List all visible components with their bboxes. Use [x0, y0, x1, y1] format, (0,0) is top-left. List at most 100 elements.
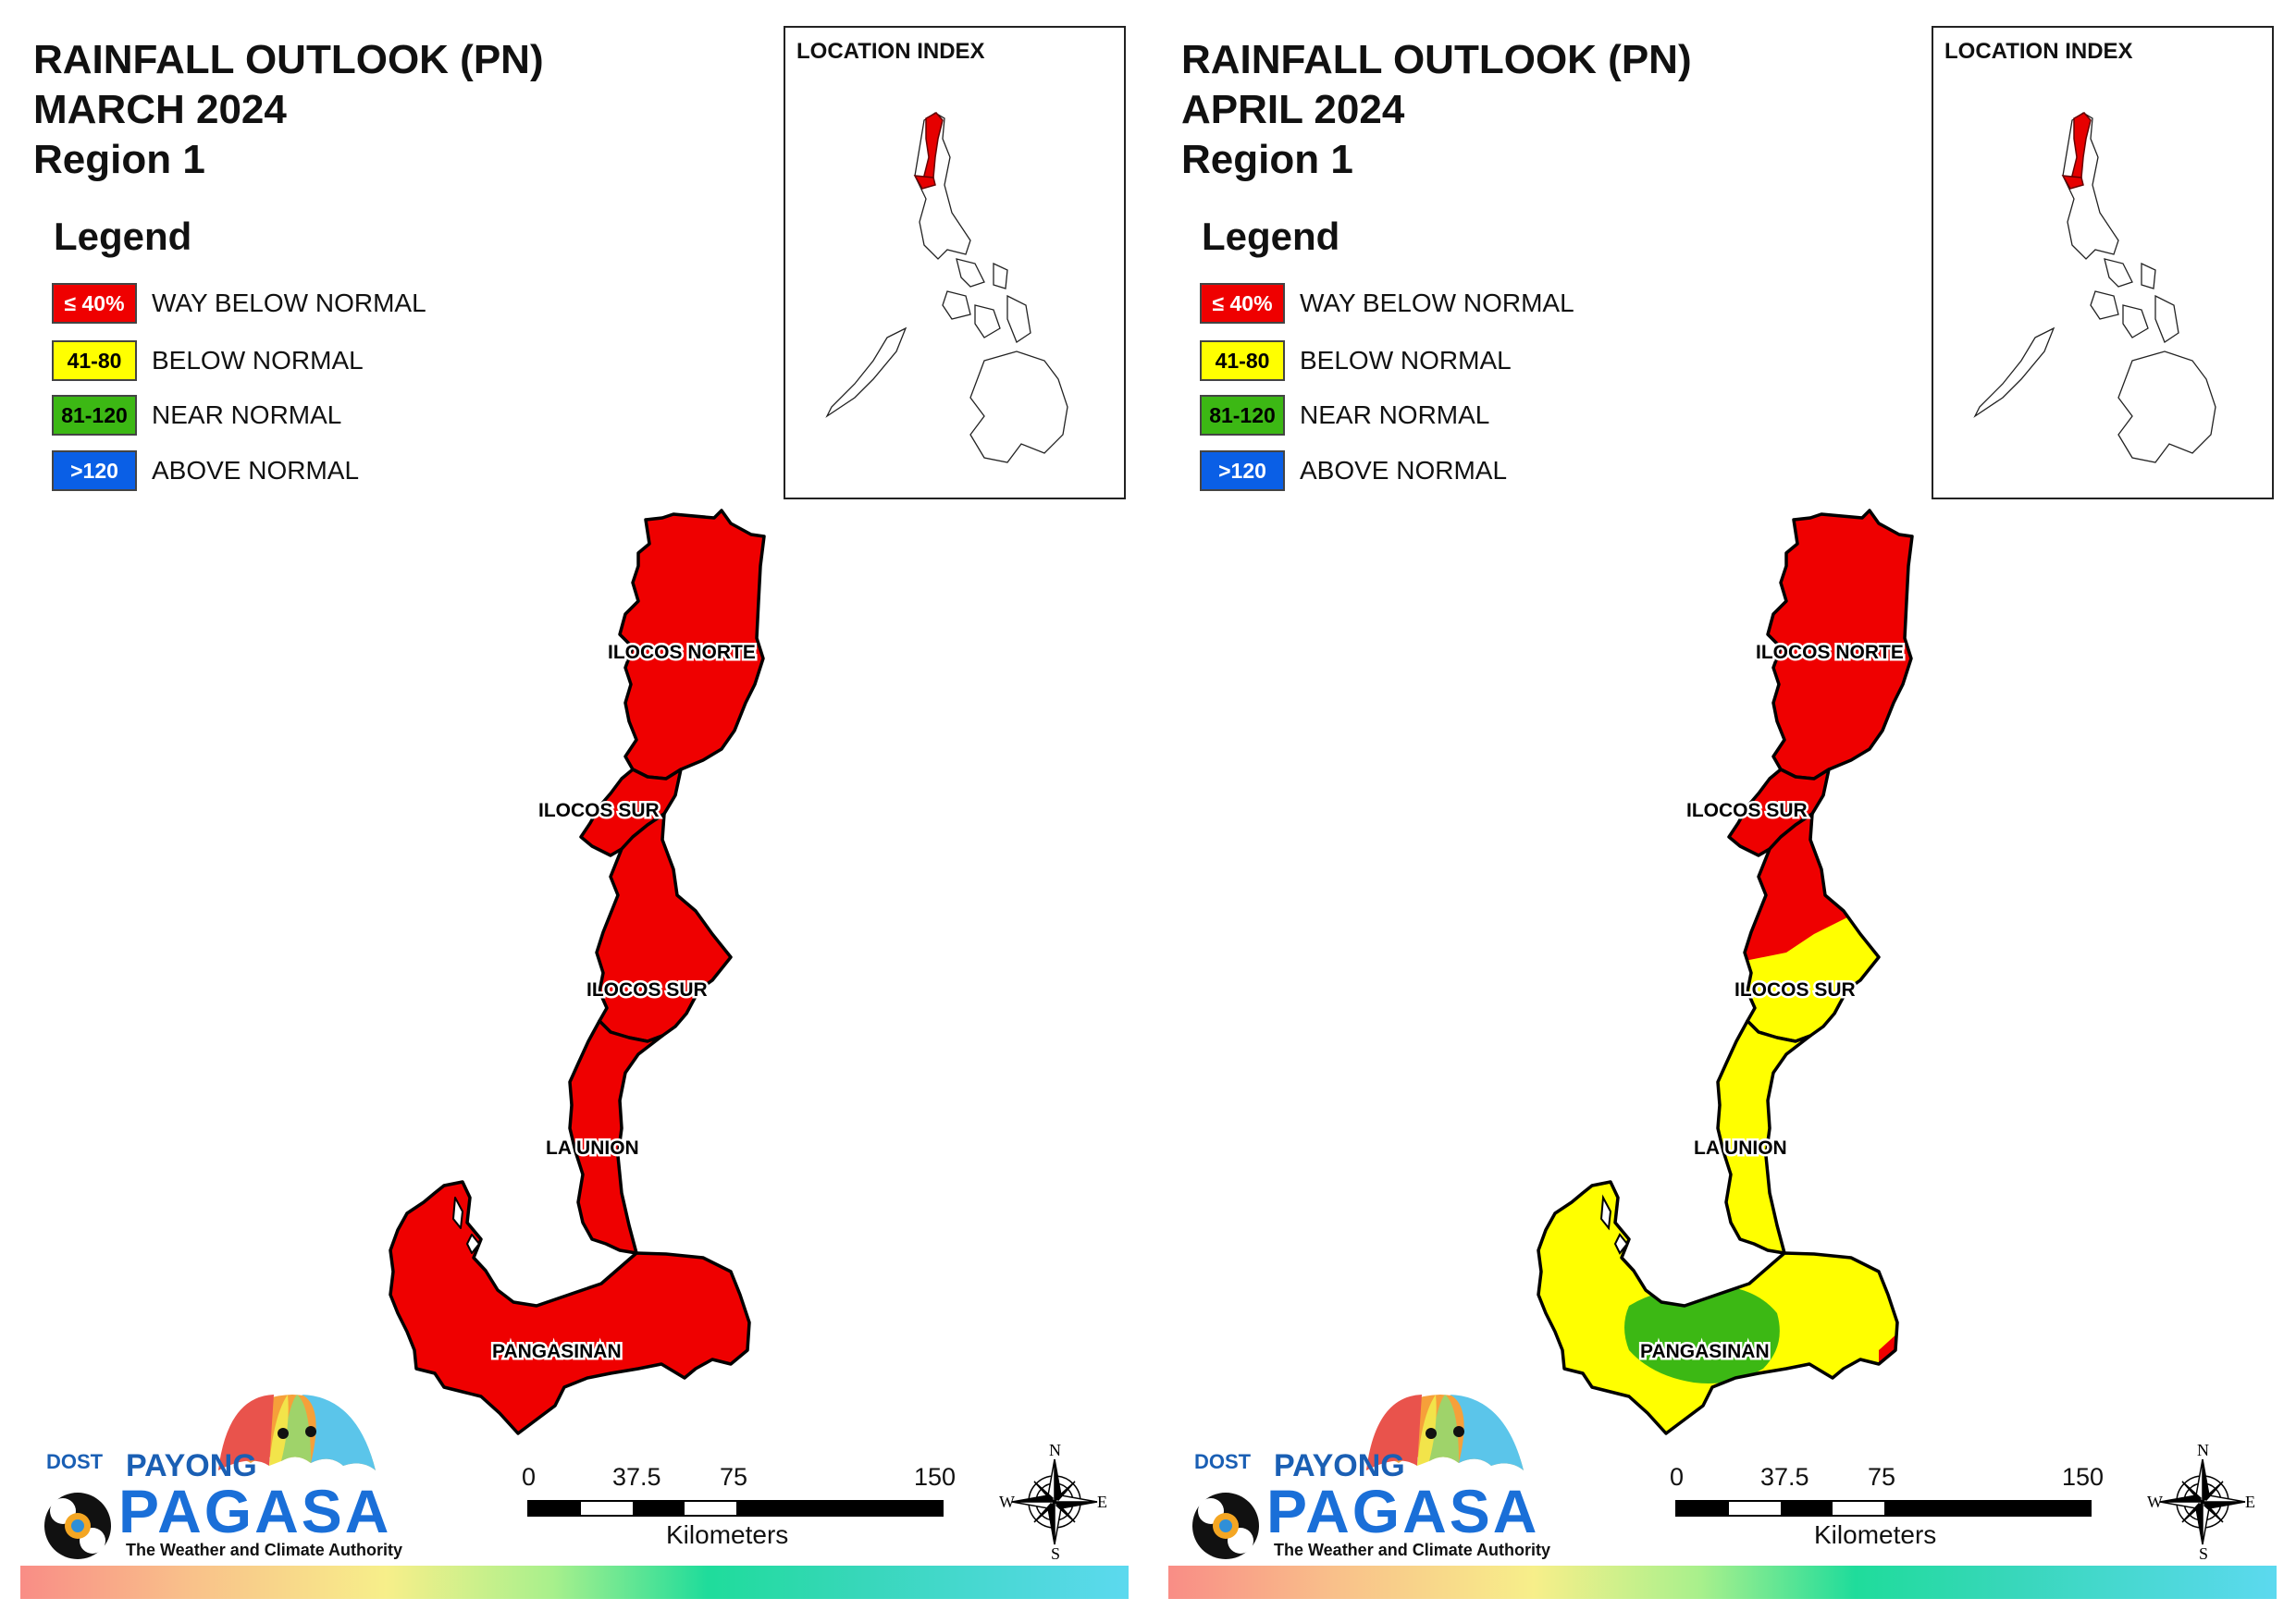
legend-item-way-below-normal: ≤ 40% WAY BELOW NORMAL: [1200, 282, 1574, 325]
province-ilocos-sur-south: [595, 812, 733, 1043]
scale-tick: 0: [1670, 1463, 1685, 1491]
philippines-inset-map: [1973, 112, 2216, 463]
compass-s: S: [2199, 1544, 2209, 1563]
logo-payong: PAYONG: [1274, 1448, 1405, 1483]
scale-tick: 75: [1868, 1463, 1896, 1491]
location-index-title: LOCATION INDEX: [796, 39, 985, 64]
province-label-la-union: LA UNION: [1694, 1137, 1787, 1159]
legend-label: NEAR NORMAL: [152, 400, 342, 429]
legend-swatch: ≤ 40%: [52, 283, 137, 324]
province-label-la-union: LA UNION: [546, 1137, 639, 1159]
compass-w: W: [999, 1493, 1015, 1511]
logo-dost: DOST: [46, 1450, 104, 1473]
province-label-ilocos-sur: ILOCOS SUR: [1734, 979, 1856, 1001]
province-label-ilocos-sur: ILOCOS SUR: [1686, 800, 1808, 821]
legend-swatch: 41-80: [1200, 340, 1285, 381]
scale-unit: Kilometers: [666, 1520, 789, 1549]
region-1-map: ILOCOS NORTE ILOCOS SUR ILOCOS SUR LA UN…: [389, 509, 766, 1435]
province-ilocos-norte: [1766, 509, 1914, 781]
panel-march: RAINFALL OUTLOOK (PN) MARCH 2024 Region …: [20, 26, 1129, 1599]
title-line-1: RAINFALL OUTLOOK (PN): [33, 37, 544, 82]
compass-n: N: [1049, 1441, 1061, 1459]
footer-gradient-bar: [20, 1566, 1129, 1599]
legend-label: NEAR NORMAL: [1300, 400, 1490, 429]
province-label-pangasinan: PANGASINAN: [1640, 1341, 1770, 1362]
footer-gradient-bar: [1168, 1566, 2277, 1599]
province-ilocos-sur-south: [1743, 812, 1881, 1043]
legend-label: ABOVE NORMAL: [1300, 456, 1508, 485]
compass-s: S: [1051, 1544, 1061, 1563]
legend-label: WAY BELOW NORMAL: [1300, 289, 1574, 317]
legend-swatch: >120: [52, 450, 137, 491]
legend-item-below-normal: 41-80 BELOW NORMAL: [1200, 339, 1512, 382]
compass-n: N: [2197, 1441, 2209, 1459]
compass-e: E: [2245, 1493, 2255, 1511]
logo-payong: PAYONG: [126, 1448, 257, 1483]
title-line-1: RAINFALL OUTLOOK (PN): [1181, 37, 1692, 82]
location-index-title: LOCATION INDEX: [1944, 39, 2133, 64]
umbrella-icon: [44, 1395, 376, 1559]
logo-tagline: The Weather and Climate Authority: [1274, 1541, 1551, 1559]
legend-label: BELOW NORMAL: [1300, 346, 1512, 375]
province-label-ilocos-norte: ILOCOS NORTE: [608, 642, 756, 663]
province-label-ilocos-sur: ILOCOS SUR: [586, 979, 708, 1001]
scale-tick: 37.5: [612, 1463, 661, 1491]
title-line-2: MARCH 2024: [33, 87, 287, 132]
legend-label: WAY BELOW NORMAL: [152, 289, 426, 317]
legend-label: BELOW NORMAL: [152, 346, 364, 375]
logo-tagline: The Weather and Climate Authority: [126, 1541, 403, 1559]
legend-swatch: >120: [1200, 450, 1285, 491]
scale-unit: Kilometers: [1814, 1520, 1937, 1549]
compass-icon: N S E W: [2147, 1441, 2258, 1563]
map-title: RAINFALL OUTLOOK (PN) APRIL 2024 Region …: [1181, 35, 1692, 185]
scale-tick: 75: [720, 1463, 748, 1491]
legend-item-above-normal: >120 ABOVE NORMAL: [1200, 449, 1507, 492]
philippines-inset-map: [825, 112, 1068, 463]
compass-e: E: [1097, 1493, 1107, 1511]
province-ilocos-norte: [618, 509, 766, 781]
logo-pagasa: PAGASA: [1266, 1477, 1540, 1545]
logo-dost: DOST: [1194, 1450, 1252, 1473]
province-label-ilocos-sur: ILOCOS SUR: [538, 800, 660, 821]
legend-swatch: 81-120: [1200, 395, 1285, 436]
legend-swatch: ≤ 40%: [1200, 283, 1285, 324]
map-title: RAINFALL OUTLOOK (PN) MARCH 2024 Region …: [33, 35, 544, 185]
legend-item-near-normal: 81-120 NEAR NORMAL: [1200, 394, 1489, 436]
legend-swatch: 81-120: [52, 395, 137, 436]
title-line-3: Region 1: [1181, 137, 1353, 182]
umbrella-icon: [1192, 1395, 1524, 1559]
province-la-union: [1716, 1019, 1812, 1255]
legend-item-above-normal: >120 ABOVE NORMAL: [52, 449, 359, 492]
province-pangasinan: [1537, 1180, 1899, 1435]
pagasa-logo: DOST PAYONG PAGASA The Weather and Clima…: [33, 1387, 402, 1568]
scale-tick: 0: [522, 1463, 537, 1491]
scale-bar-graphic: [1675, 1500, 2092, 1517]
location-index: LOCATION INDEX: [784, 26, 1126, 499]
legend-label: ABOVE NORMAL: [152, 456, 360, 485]
compass-icon: N S E W: [999, 1441, 1110, 1563]
legend-item-below-normal: 41-80 BELOW NORMAL: [52, 339, 364, 382]
panel-april: RAINFALL OUTLOOK (PN) APRIL 2024 Region …: [1148, 0, 2296, 1623]
scale-tick: 150: [914, 1463, 957, 1491]
scale-bar-graphic: [527, 1500, 944, 1517]
province-pangasinan: [389, 1180, 751, 1435]
scale-tick: 150: [2062, 1463, 2105, 1491]
logo-pagasa: PAGASA: [118, 1477, 392, 1545]
scale-bar: 0 37.5 75 150 Kilometers: [522, 1463, 956, 1555]
legend-item-near-normal: 81-120 NEAR NORMAL: [52, 394, 341, 436]
legend-title: Legend: [54, 215, 192, 258]
legend-swatch: 41-80: [52, 340, 137, 381]
legend-title: Legend: [1202, 215, 1340, 258]
province-la-union: [568, 1019, 664, 1255]
scale-bar: 0 37.5 75 150 Kilometers: [1670, 1463, 2104, 1555]
province-label-pangasinan: PANGASINAN: [492, 1341, 622, 1362]
pagasa-logo: DOST PAYONG PAGASA The Weather and Clima…: [1181, 1387, 1550, 1568]
region-1-map: ILOCOS NORTE ILOCOS SUR ILOCOS SUR LA UN…: [1537, 509, 1914, 1435]
province-label-ilocos-norte: ILOCOS NORTE: [1756, 642, 1904, 663]
title-line-2: APRIL 2024: [1181, 87, 1405, 132]
title-line-3: Region 1: [33, 137, 205, 182]
location-index: LOCATION INDEX: [1932, 26, 2274, 499]
scale-tick: 37.5: [1760, 1463, 1809, 1491]
compass-w: W: [2147, 1493, 2163, 1511]
legend-item-way-below-normal: ≤ 40% WAY BELOW NORMAL: [52, 282, 426, 325]
